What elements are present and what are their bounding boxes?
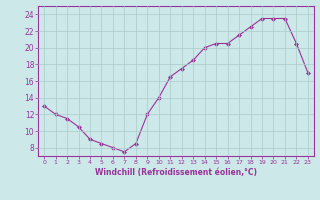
X-axis label: Windchill (Refroidissement éolien,°C): Windchill (Refroidissement éolien,°C) [95,168,257,177]
